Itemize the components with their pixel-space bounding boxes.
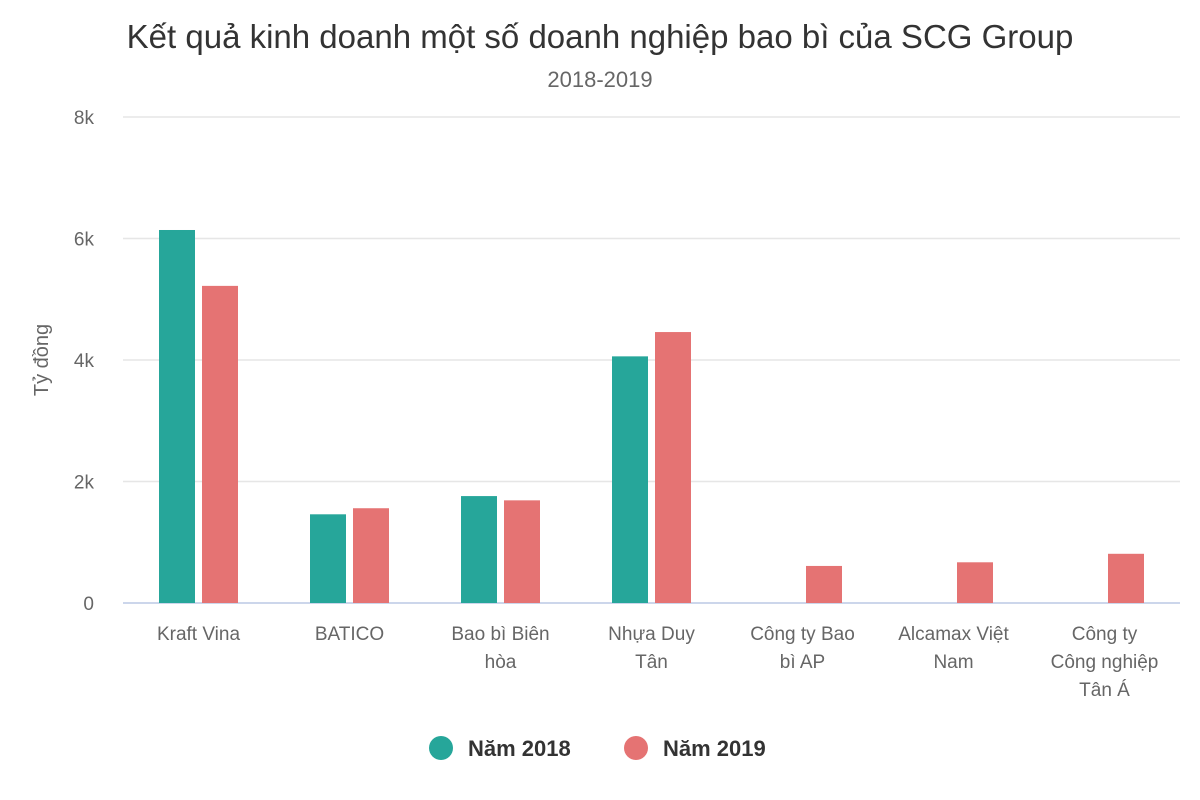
bar-năm-2018-3[interactable] xyxy=(612,356,648,603)
bar-năm-2019-1[interactable] xyxy=(353,508,389,603)
chart-title: Kết quả kinh doanh một số doanh nghiệp b… xyxy=(127,18,1074,55)
legend-label: Năm 2019 xyxy=(663,736,766,761)
x-tick-label: Bao bì Biên xyxy=(451,624,549,645)
x-tick-label: Tân xyxy=(635,652,668,673)
bar-năm-2018-2[interactable] xyxy=(461,496,497,603)
bar-năm-2019-5[interactable] xyxy=(957,562,993,603)
legend-item-1[interactable]: Năm 2019 xyxy=(624,736,766,761)
x-tick-label: Kraft Vina xyxy=(157,624,241,645)
bar-năm-2019-4[interactable] xyxy=(806,565,842,603)
bar-năm-2018-0[interactable] xyxy=(159,229,195,603)
bar-năm-2019-0[interactable] xyxy=(202,285,238,603)
x-tick-label: Công ty Bao xyxy=(750,624,855,645)
legend-label: Năm 2018 xyxy=(468,736,571,761)
bar-năm-2018-1[interactable] xyxy=(310,514,346,603)
x-tick-label: Công ty xyxy=(1072,624,1138,645)
y-axis-label: Tỷ đồng xyxy=(31,324,53,396)
legend-item-0[interactable]: Năm 2018 xyxy=(429,736,571,761)
x-tick-label: hòa xyxy=(485,652,517,673)
bar-năm-2019-2[interactable] xyxy=(504,500,540,603)
x-tick-label: bì AP xyxy=(780,652,825,673)
y-tick-label: 6k xyxy=(74,230,95,251)
y-tick-label: 4k xyxy=(74,351,95,372)
bar-năm-2019-6[interactable] xyxy=(1108,553,1144,603)
y-tick-label: 8k xyxy=(74,108,95,129)
x-tick-label: BATICO xyxy=(315,624,384,645)
x-tick-label: Tân Á xyxy=(1079,680,1130,701)
legend-marker-icon xyxy=(624,736,648,760)
y-tick-label: 2k xyxy=(74,473,95,494)
y-tick-label: 0 xyxy=(83,594,94,615)
x-tick-label: Nhựa Duy xyxy=(608,624,695,645)
x-tick-label: Nam xyxy=(933,652,973,673)
x-tick-label: Công nghiệp xyxy=(1051,652,1159,673)
chart-subtitle: 2018-2019 xyxy=(547,67,652,92)
bar-năm-2019-3[interactable] xyxy=(655,332,691,603)
legend-marker-icon xyxy=(429,736,453,760)
x-tick-label: Alcamax Việt xyxy=(898,624,1009,645)
